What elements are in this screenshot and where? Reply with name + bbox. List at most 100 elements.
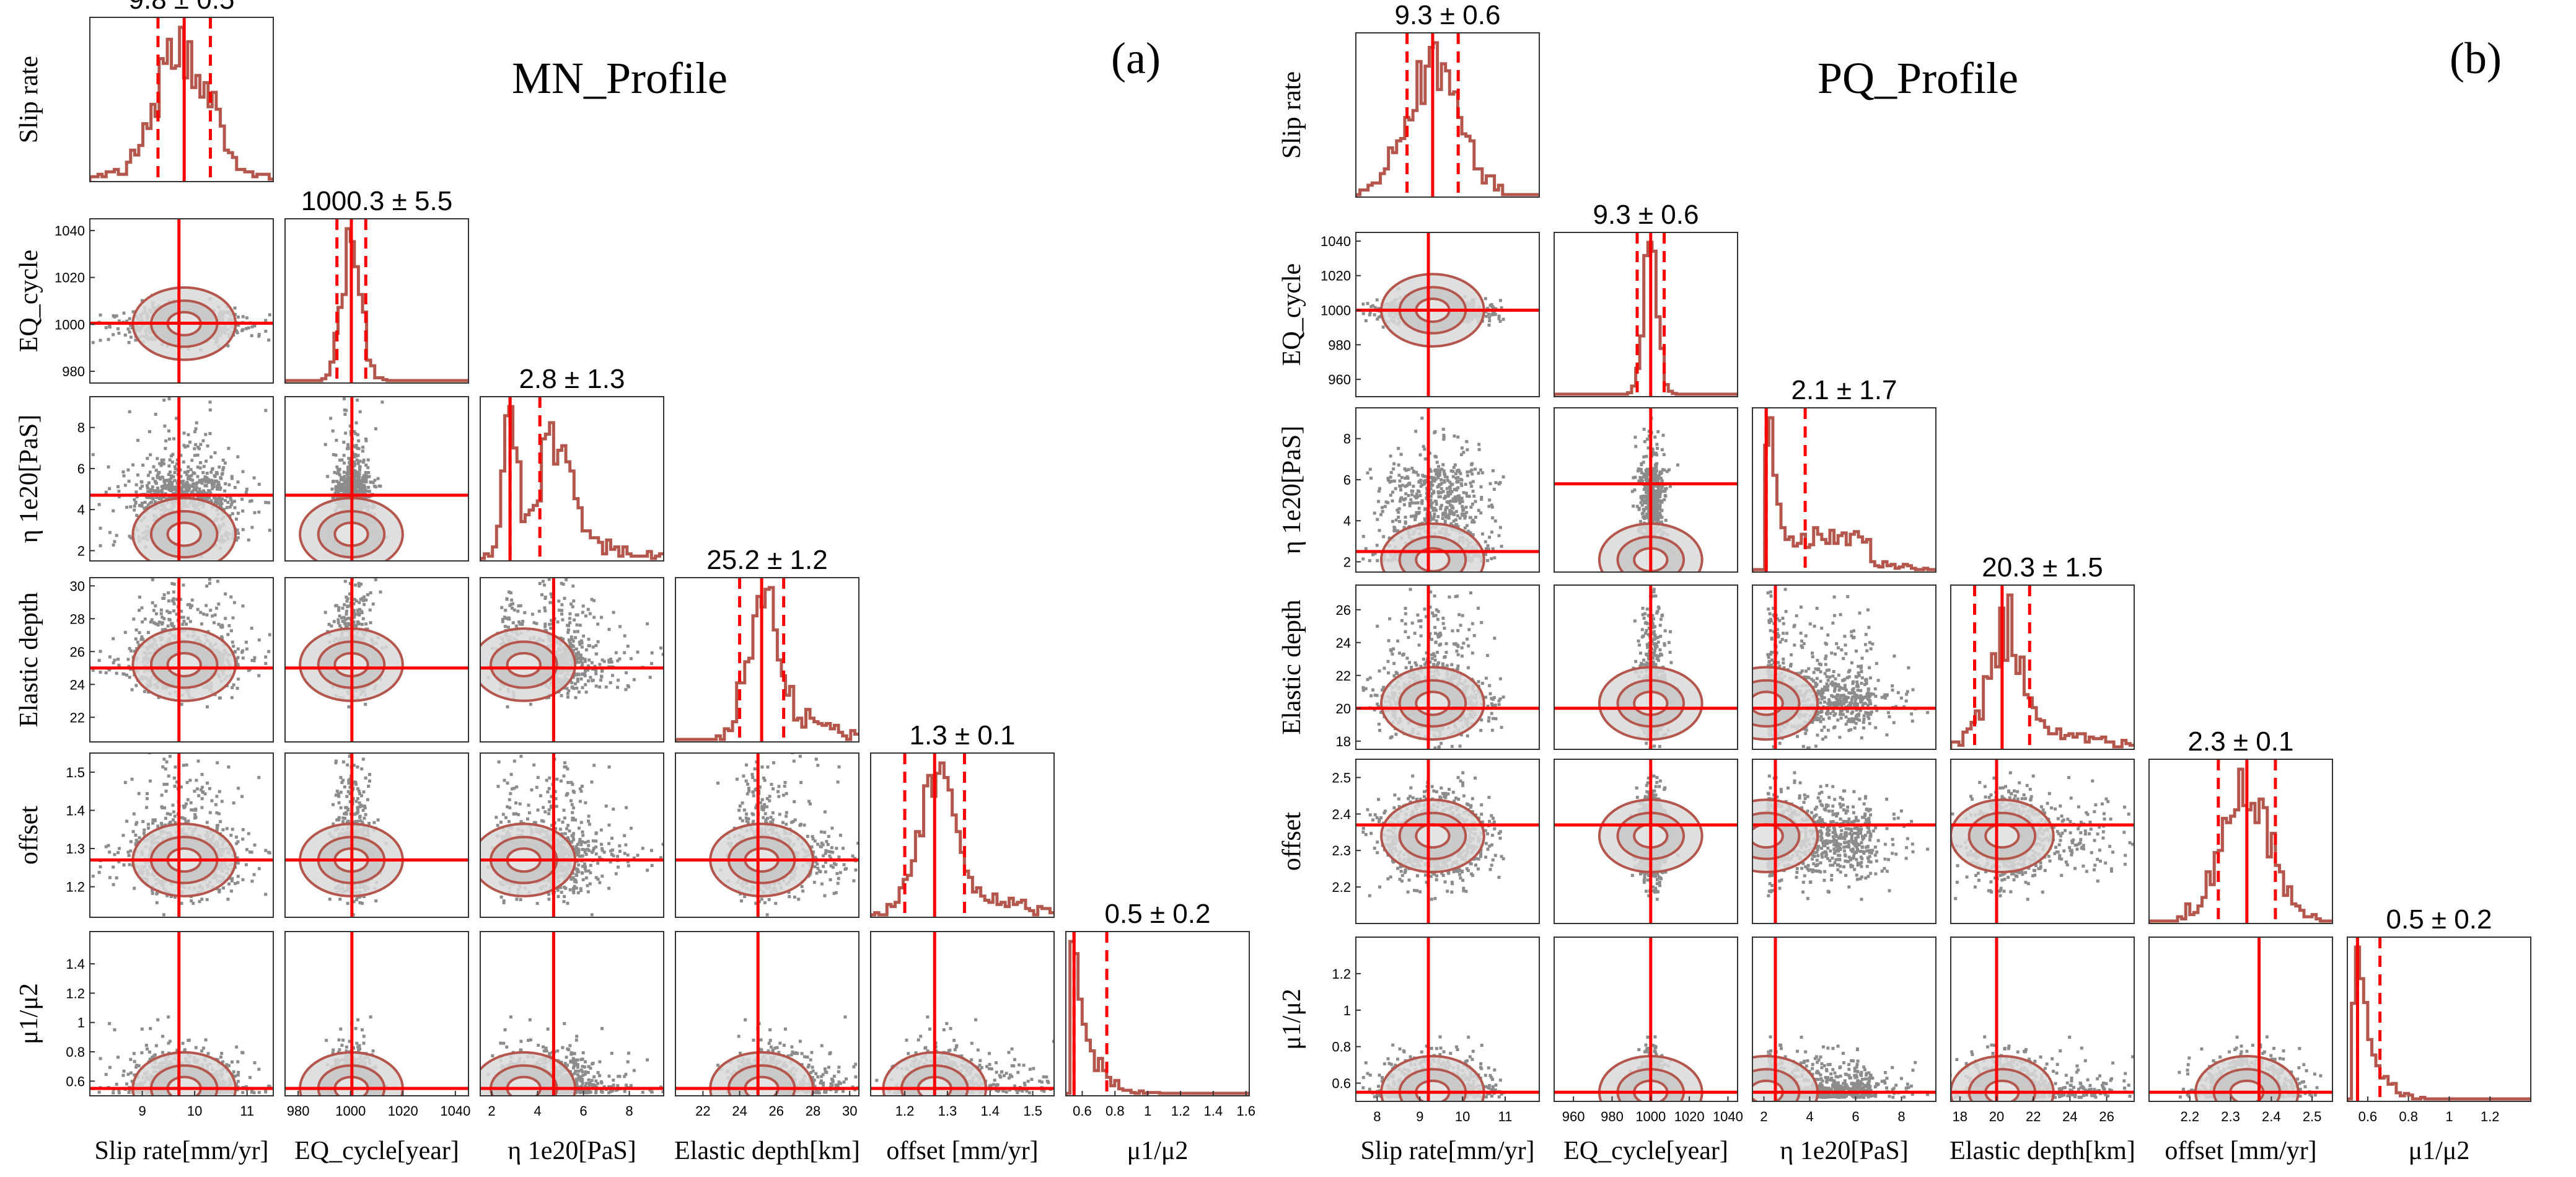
sample-point	[201, 478, 204, 482]
sample-point	[235, 331, 239, 335]
sample-point	[366, 465, 370, 469]
sample-point	[132, 617, 136, 621]
sample-point	[359, 583, 363, 586]
sample-point	[345, 472, 349, 475]
sample-point	[188, 602, 191, 606]
sample-point	[583, 659, 587, 663]
sample-point	[198, 487, 201, 491]
sample-point	[162, 462, 165, 465]
sample-point	[599, 678, 603, 682]
sample-point	[170, 474, 174, 478]
sample-point	[223, 489, 227, 493]
sample-point	[342, 454, 346, 457]
stat-label: 2.8 ± 1.3	[519, 364, 625, 394]
sample-point	[327, 622, 331, 626]
sample-point	[185, 492, 188, 495]
sample-point	[221, 468, 225, 472]
sample-point	[209, 455, 213, 459]
sample-point	[205, 472, 209, 475]
sample-point	[188, 440, 191, 444]
sample-point	[128, 646, 131, 650]
sample-point	[146, 457, 149, 461]
sample-point	[208, 489, 211, 493]
sample-point	[250, 659, 254, 663]
sample-point	[588, 612, 592, 615]
sample-point	[333, 492, 337, 495]
y-tick-label: 28	[70, 611, 85, 627]
sample-point	[257, 334, 261, 338]
sample-point	[332, 480, 335, 483]
sample-point	[523, 611, 527, 614]
sample-point	[367, 475, 371, 478]
sample-point	[128, 534, 131, 538]
axes-frame	[89, 577, 274, 743]
sample-point	[347, 457, 351, 461]
sample-point	[337, 468, 341, 472]
sample-point	[107, 338, 110, 342]
sample-point	[158, 462, 162, 465]
sample-point	[126, 658, 130, 661]
sample-point	[335, 465, 339, 469]
sample-point	[202, 491, 206, 494]
sample-point	[107, 465, 110, 469]
sample-point	[182, 479, 185, 483]
sample-point	[586, 607, 590, 611]
sample-point	[154, 612, 158, 615]
sample-point	[346, 467, 350, 471]
density-contour	[166, 651, 202, 677]
histogram-line	[285, 227, 468, 383]
sample-point	[346, 447, 349, 451]
sample-point	[203, 475, 207, 478]
sample-point	[116, 327, 120, 330]
sample-point	[121, 470, 125, 474]
sample-point	[371, 602, 375, 606]
sample-point	[360, 484, 364, 488]
sample-point	[122, 474, 126, 478]
sample-point	[337, 606, 341, 609]
sample-point	[156, 490, 160, 494]
sample-point	[346, 476, 350, 480]
sample-point	[594, 669, 598, 672]
sample-point	[359, 482, 363, 485]
sample-point	[167, 397, 171, 400]
sample-point	[338, 458, 341, 462]
sample-point	[115, 534, 118, 537]
sample-point	[336, 488, 340, 492]
sample-point	[624, 688, 628, 691]
sample-point	[125, 319, 129, 323]
sample-point	[360, 478, 364, 482]
sample-point	[250, 499, 253, 503]
stat-label: 9.8 ± 0.5	[129, 0, 235, 15]
sample-point	[179, 454, 183, 457]
sample-point	[188, 620, 192, 624]
sample-point	[182, 460, 185, 464]
sample-point	[570, 638, 574, 641]
sample-point	[128, 330, 131, 334]
sample-point	[186, 603, 190, 607]
sample-point	[99, 671, 102, 674]
sample-point	[195, 421, 198, 425]
sample-point	[204, 459, 208, 463]
sample-point	[146, 503, 150, 507]
sample-point	[116, 485, 120, 488]
sample-point	[348, 592, 351, 596]
sample-point	[598, 685, 602, 689]
sample-point	[198, 478, 201, 482]
sample-point	[225, 506, 229, 509]
sample-point	[340, 616, 343, 620]
sample-point	[196, 465, 200, 469]
sample-point	[219, 477, 223, 480]
sample-point	[162, 485, 165, 489]
sample-point	[361, 599, 365, 602]
sample-point	[230, 475, 234, 478]
sample-point	[231, 686, 234, 689]
sample-point	[154, 573, 157, 576]
sample-point	[236, 664, 240, 668]
sample-point	[361, 449, 364, 453]
sample-point	[223, 461, 227, 465]
y-tick-label: 24	[70, 677, 85, 692]
sample-point	[602, 659, 606, 663]
sample-point	[367, 471, 371, 474]
sample-point	[590, 661, 594, 664]
sample-point	[374, 578, 377, 581]
